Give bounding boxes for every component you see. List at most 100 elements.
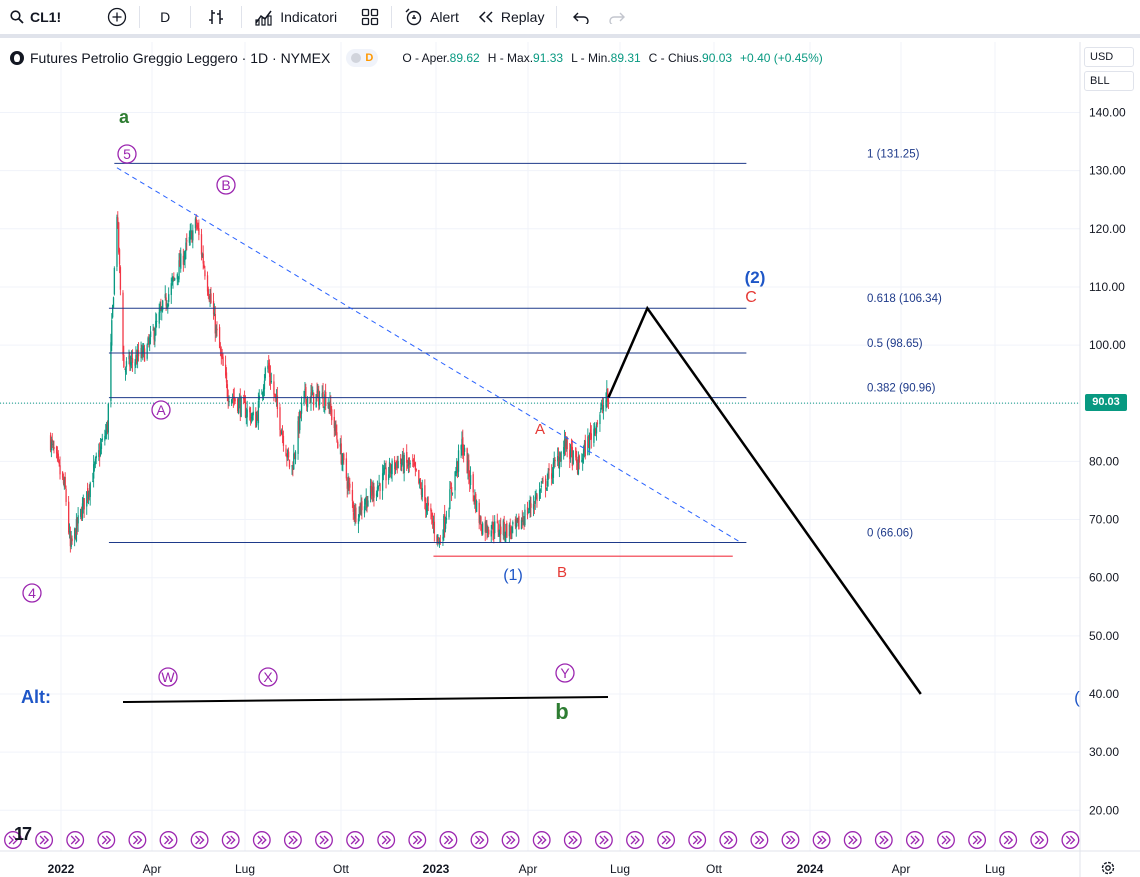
settings-gear-icon[interactable] xyxy=(1100,860,1116,877)
symbol-search-button[interactable]: CL1! xyxy=(0,1,67,33)
candle-body xyxy=(285,448,287,457)
event-markers[interactable] xyxy=(4,831,1080,849)
interval-button[interactable]: D xyxy=(146,1,184,33)
event-marker[interactable] xyxy=(128,831,147,849)
unit-button[interactable]: BLL xyxy=(1084,71,1134,91)
event-marker[interactable] xyxy=(252,831,271,849)
event-marker[interactable] xyxy=(439,831,458,849)
price-tick-label: 20.00 xyxy=(1089,803,1119,817)
wave-label-1[interactable]: (1) xyxy=(503,567,523,584)
wave-label-a-red[interactable]: A xyxy=(535,421,545,438)
alert-button[interactable]: Alert xyxy=(398,1,465,33)
wave-label-y[interactable]: Y xyxy=(555,663,575,683)
event-marker[interactable] xyxy=(905,831,924,849)
event-marker[interactable] xyxy=(999,831,1018,849)
event-marker[interactable] xyxy=(688,831,707,849)
chart-canvas[interactable]: 140.00130.00120.00110.00100.0090.0080.00… xyxy=(0,42,1140,877)
currency-button[interactable]: USD xyxy=(1084,47,1134,67)
indicators-button[interactable]: Indicatori xyxy=(248,1,343,33)
event-marker[interactable] xyxy=(283,831,302,849)
candle-body xyxy=(143,345,145,349)
low-label: L - Min. xyxy=(571,51,611,65)
candle-body xyxy=(601,405,604,409)
wave-label-a-green[interactable]: a xyxy=(119,107,130,127)
event-marker[interactable] xyxy=(594,831,613,849)
event-marker[interactable] xyxy=(874,831,893,849)
alt-label: Alt: xyxy=(21,687,51,707)
oil-drop-icon xyxy=(10,51,24,65)
event-marker[interactable] xyxy=(346,831,365,849)
candle-body xyxy=(521,517,523,521)
time-tick-label: Apr xyxy=(519,862,538,876)
wave-label-b-red[interactable]: B xyxy=(557,564,567,581)
candle-body xyxy=(527,511,530,513)
event-marker[interactable] xyxy=(501,831,520,849)
interval-label: D xyxy=(160,9,171,25)
wave-label-w[interactable]: W xyxy=(158,667,178,687)
alt-line[interactable] xyxy=(122,696,609,703)
drawings[interactable]: 1 (131.25) 0.618 (106.34) 0.5 (98.65) 0.382… xyxy=(108,148,942,703)
layouts-button[interactable] xyxy=(355,1,385,33)
time-axis[interactable]: 2022 Apr Lug Ott 2023 Apr Lug Ott 2024 Apr Lug xyxy=(0,850,1140,876)
candle-body xyxy=(413,462,416,465)
event-marker[interactable] xyxy=(563,831,582,849)
candle-body xyxy=(539,489,542,491)
event-marker[interactable] xyxy=(377,831,396,849)
candle-body xyxy=(333,416,335,429)
event-marker[interactable] xyxy=(159,831,178,849)
event-marker[interactable] xyxy=(843,831,862,849)
event-marker[interactable] xyxy=(1030,831,1049,849)
event-marker[interactable] xyxy=(408,831,427,849)
event-marker[interactable] xyxy=(66,831,85,849)
candle-body xyxy=(327,404,329,409)
trendline[interactable] xyxy=(116,167,742,544)
event-marker[interactable] xyxy=(812,831,831,849)
wave-labels[interactable]: a 5 B A 4 W X Y (2) C A B (1) b ( Alt: xyxy=(21,107,1080,724)
event-marker[interactable] xyxy=(35,831,54,849)
compare-symbol-button[interactable] xyxy=(101,1,133,33)
event-marker[interactable] xyxy=(221,831,240,849)
event-marker[interactable] xyxy=(937,831,955,849)
chart-type-button[interactable] xyxy=(197,1,235,33)
event-marker[interactable] xyxy=(719,831,738,849)
event-marker[interactable] xyxy=(1061,831,1080,849)
tradingview-logo[interactable]: 17 xyxy=(14,824,32,844)
market-status-pill[interactable]: D xyxy=(346,49,379,67)
event-marker[interactable] xyxy=(657,831,676,849)
chart-area[interactable]: 140.00130.00120.00110.00100.0090.0080.00… xyxy=(0,42,1140,877)
candle-body xyxy=(400,463,403,468)
price-axis[interactable]: 140.00130.00120.00110.00100.0090.0080.00… xyxy=(1079,42,1126,877)
wave-label-x[interactable]: X xyxy=(258,667,278,687)
candle-body xyxy=(197,225,199,229)
replay-label: Replay xyxy=(500,9,545,25)
wave-label-edge[interactable]: ( xyxy=(1074,688,1080,707)
event-marker[interactable] xyxy=(190,831,209,849)
candle-body xyxy=(576,463,579,474)
projection-path[interactable] xyxy=(607,305,922,695)
candle-body xyxy=(337,441,339,449)
candle-body xyxy=(552,462,555,478)
candle-body xyxy=(306,398,308,407)
event-marker[interactable] xyxy=(750,831,769,849)
event-marker[interactable] xyxy=(470,831,489,849)
replay-button[interactable]: Replay xyxy=(471,1,551,33)
candle-body xyxy=(490,530,492,537)
event-marker[interactable] xyxy=(968,831,987,849)
wave-label-b-purple[interactable]: B xyxy=(216,175,236,195)
redo-button[interactable] xyxy=(599,1,635,33)
wave-label-2[interactable]: (2) xyxy=(745,268,766,287)
time-tick-label: Lug xyxy=(235,862,255,876)
event-marker[interactable] xyxy=(626,831,644,849)
event-marker[interactable] xyxy=(532,831,551,849)
wave-label-4[interactable]: 4 xyxy=(22,583,42,603)
wave-label-b-green[interactable]: b xyxy=(555,699,568,724)
undo-button[interactable] xyxy=(563,1,599,33)
wave-label-c-red[interactable]: C xyxy=(745,289,757,306)
event-marker[interactable] xyxy=(781,831,800,849)
wave-label-5[interactable]: 5 xyxy=(117,144,137,164)
event-marker[interactable] xyxy=(4,831,22,849)
event-marker[interactable] xyxy=(97,831,116,849)
wave-label-a-purple[interactable]: A xyxy=(151,400,171,420)
candle-body xyxy=(244,402,247,418)
event-marker[interactable] xyxy=(315,831,333,849)
